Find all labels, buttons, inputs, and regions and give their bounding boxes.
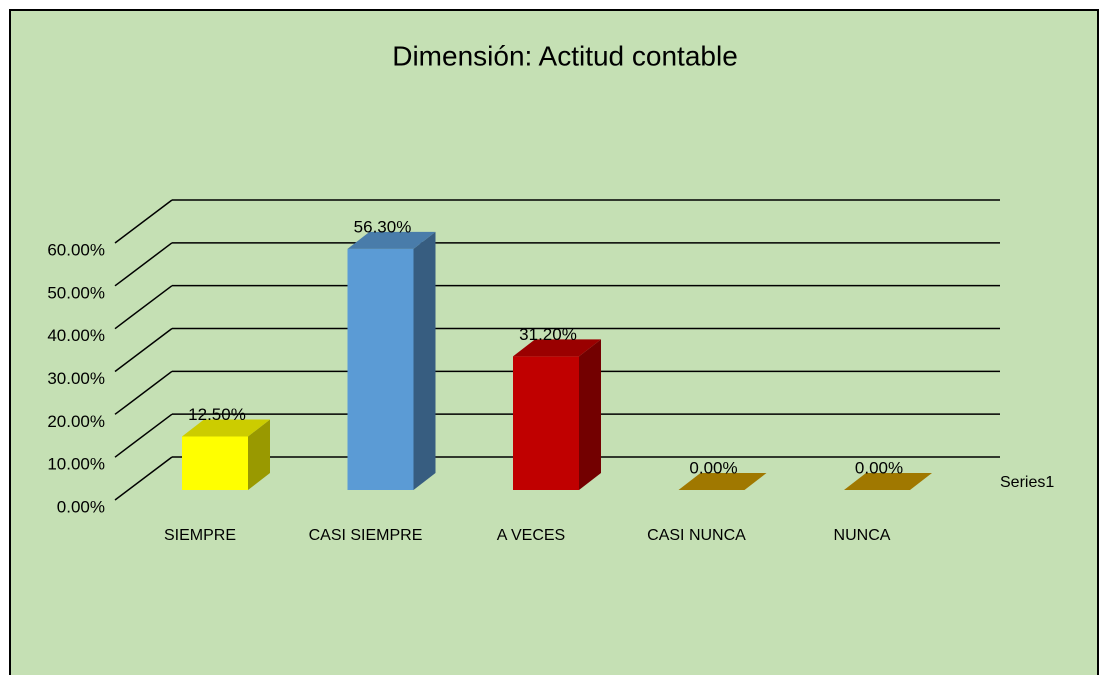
- bar-front: [347, 248, 414, 490]
- grid-line: [114, 456, 173, 501]
- chart-title: Dimensión: Actitud contable: [392, 40, 738, 71]
- x-tick-label: A VECES: [497, 527, 565, 544]
- bar-top: [347, 231, 436, 249]
- x-tick-label: NUNCA: [834, 527, 891, 544]
- bar-side: [413, 231, 436, 490]
- x-tick-label: CASI SIEMPRE: [309, 527, 423, 544]
- x-tick-label: SIEMPRE: [164, 527, 236, 544]
- grid-line: [114, 285, 173, 330]
- grid-line: [114, 370, 173, 415]
- data-label: 0.00%: [855, 458, 903, 477]
- y-tick-label: 10.00%: [47, 455, 105, 474]
- bar-front: [182, 436, 248, 490]
- bar-side: [248, 419, 270, 490]
- x-tick-label: CASI NUNCA: [647, 527, 746, 544]
- y-tick-label: 40.00%: [47, 326, 105, 345]
- bar-top: [844, 473, 932, 490]
- grid-line: [114, 413, 173, 458]
- bar-front: [513, 356, 579, 490]
- data-label: 31.20%: [519, 325, 577, 344]
- bar-top: [182, 419, 270, 437]
- grid-line: [114, 242, 173, 287]
- data-label: 56.30%: [354, 217, 412, 236]
- data-label: 0.00%: [689, 458, 737, 477]
- bar-side: [579, 339, 601, 490]
- series-label: Series1: [1000, 474, 1054, 491]
- y-tick-label: 0.00%: [57, 497, 105, 516]
- data-label: 12.50%: [188, 405, 246, 424]
- grid-line: [114, 327, 173, 373]
- y-tick-label: 60.00%: [47, 240, 105, 259]
- y-tick-label: 50.00%: [47, 283, 105, 302]
- y-tick-label: 20.00%: [47, 412, 105, 431]
- y-tick-label: 30.00%: [47, 369, 105, 388]
- grid-line: [114, 199, 173, 244]
- bar-top: [678, 473, 767, 490]
- bar-top: [513, 339, 601, 357]
